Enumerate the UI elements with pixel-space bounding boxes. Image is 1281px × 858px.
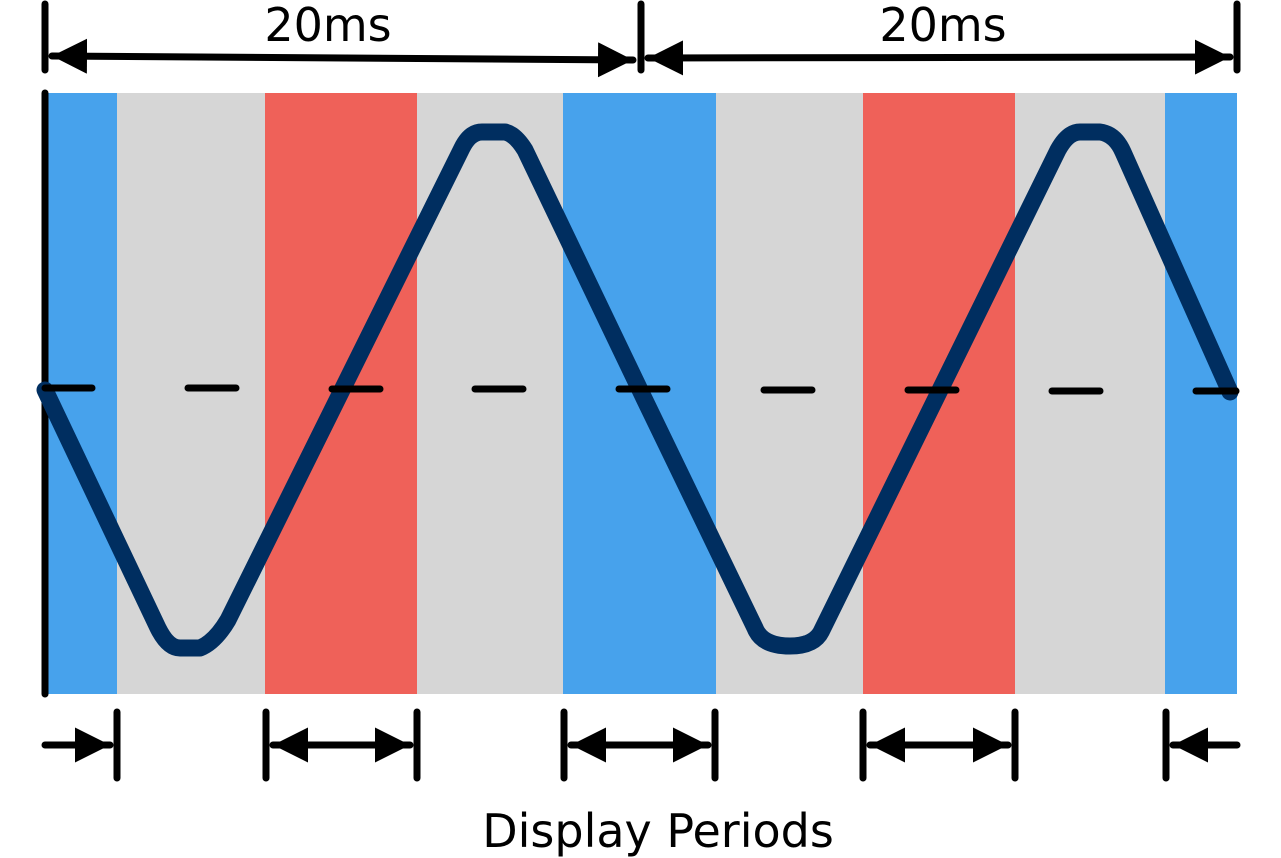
period-label: 20ms xyxy=(264,0,391,52)
display-periods-label: Display Periods xyxy=(482,804,834,858)
waveform xyxy=(36,123,1239,657)
top-dimensions xyxy=(41,0,1241,78)
stripe xyxy=(45,93,117,694)
line xyxy=(48,38,637,78)
dashes xyxy=(41,384,1240,395)
period-label: 20ms xyxy=(879,0,1006,52)
bottom-dimensions xyxy=(41,708,1241,782)
line xyxy=(644,39,1234,76)
